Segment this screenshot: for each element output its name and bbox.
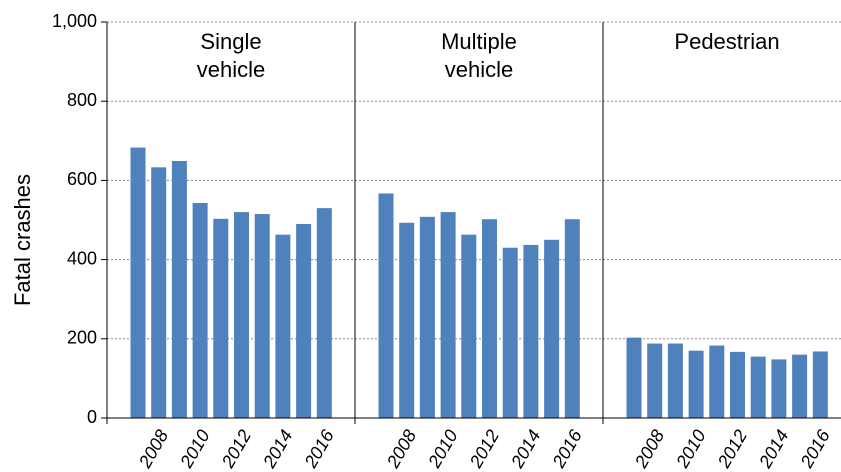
x-tick-label: 2016	[548, 426, 586, 472]
bar	[213, 218, 229, 418]
bar	[192, 202, 208, 418]
y-tick-label: 400	[67, 248, 97, 268]
bar	[730, 351, 745, 418]
y-tick-label: 800	[67, 90, 97, 110]
y-tick-label: 1,000	[52, 11, 97, 31]
x-tick-label: 2012	[217, 426, 255, 472]
bar	[564, 219, 580, 418]
x-tick-label: 2014	[507, 426, 545, 472]
bar	[771, 359, 787, 418]
y-axis-label: Fatal crashes	[10, 174, 35, 306]
bar	[482, 219, 497, 418]
bar	[688, 350, 704, 418]
x-tick-label: 2010	[176, 426, 214, 472]
bar	[792, 354, 808, 418]
y-tick-label: 0	[87, 407, 97, 427]
bar	[234, 212, 249, 418]
x-tick-label: 2008	[134, 426, 172, 472]
bar	[626, 337, 642, 418]
bar	[419, 216, 435, 418]
bar	[130, 147, 146, 419]
x-tick-label: 2014	[259, 426, 297, 472]
x-tick-label: 2012	[465, 426, 503, 472]
bar	[709, 345, 725, 418]
bar	[523, 244, 539, 418]
bar	[275, 234, 291, 418]
bar	[461, 234, 477, 418]
x-tick-label: 2010	[672, 426, 710, 472]
bar	[440, 212, 456, 418]
bar	[171, 160, 187, 418]
bar	[750, 356, 766, 418]
bar	[254, 214, 270, 418]
x-tick-label: 2008	[382, 426, 420, 472]
y-tick-label: 200	[67, 328, 97, 348]
panel-title: Multiple vehicle	[441, 29, 517, 82]
x-tick-label: 2014	[755, 426, 793, 472]
bar	[316, 208, 332, 418]
x-tick-label: 2016	[796, 426, 834, 472]
bar	[378, 193, 394, 418]
bar	[812, 351, 828, 418]
panel-title: Pedestrian	[674, 29, 780, 54]
y-tick-label: 600	[67, 169, 97, 189]
bar	[399, 222, 415, 418]
bar	[544, 239, 560, 418]
x-tick-label: 2010	[424, 426, 462, 472]
panel-title: Single vehicle	[196, 29, 266, 82]
bar	[647, 343, 663, 418]
bar	[151, 167, 167, 418]
x-tick-label: 2012	[713, 426, 751, 472]
x-tick-label: 2016	[300, 426, 338, 472]
bar	[667, 343, 683, 418]
bar	[502, 247, 518, 418]
x-tick-label: 2008	[630, 426, 668, 472]
bar	[296, 223, 312, 418]
